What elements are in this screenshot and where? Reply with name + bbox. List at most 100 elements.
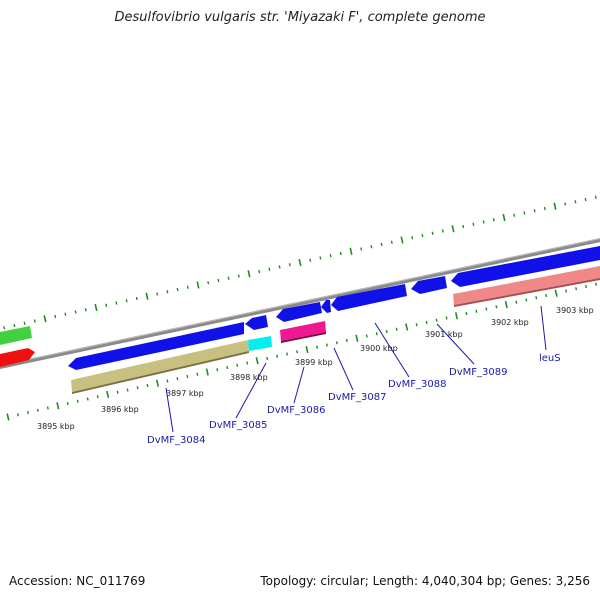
tick-label: 3897 kbp xyxy=(166,389,204,398)
tick-mark xyxy=(276,354,279,358)
feature-salmon[interactable] xyxy=(453,266,600,305)
tick-mark xyxy=(421,233,424,238)
cds-arrow[interactable] xyxy=(411,276,447,294)
gene-label-dvmf3084[interactable]: DvMF_3084 xyxy=(147,435,205,446)
tick-mark xyxy=(226,365,229,370)
tick-mark xyxy=(411,236,414,240)
tick-mark xyxy=(145,292,149,300)
gene-label-dvmf3085[interactable]: DvMF_3085 xyxy=(209,420,267,431)
tick-mark xyxy=(445,316,448,320)
tick-label: 3896 kbp xyxy=(101,405,139,414)
gene-label-dvmf3088[interactable]: DvMF_3088 xyxy=(388,379,446,390)
tick-mark xyxy=(355,334,359,342)
tick-label: 3901 kbp xyxy=(425,330,463,339)
tick-mark xyxy=(475,309,478,313)
tick-mark xyxy=(554,289,558,297)
tick-label: 3898 kbp xyxy=(230,373,268,382)
tick-mark xyxy=(553,202,557,210)
tick-mark xyxy=(482,220,485,224)
tick-mark xyxy=(258,269,261,274)
tick-mark xyxy=(305,345,309,354)
tick-mark xyxy=(205,368,209,376)
tick-mark xyxy=(76,399,79,403)
forward-strand-features xyxy=(0,246,600,370)
cds-arrow[interactable] xyxy=(451,246,600,287)
tick-mark xyxy=(146,383,149,388)
cds-arrow[interactable] xyxy=(245,315,268,330)
tick-mark xyxy=(268,267,271,271)
cds-arrow[interactable] xyxy=(68,322,244,370)
tick-mark xyxy=(255,357,259,365)
feature-olive[interactable] xyxy=(71,340,249,392)
tick-mark xyxy=(106,390,110,399)
tick-mark xyxy=(594,195,597,199)
tick-mark xyxy=(176,377,179,381)
tick-mark xyxy=(155,379,160,387)
gene-label-leus[interactable]: leuS xyxy=(539,353,561,364)
tick-mark xyxy=(543,206,546,211)
tick-mark xyxy=(156,292,159,296)
tick-label: 3895 kbp xyxy=(37,422,75,431)
cds-arrow[interactable] xyxy=(276,302,322,322)
gene-label-dvmf3086[interactable]: DvMF_3086 xyxy=(267,405,325,416)
tick-mark xyxy=(485,307,488,311)
tick-mark xyxy=(502,213,506,222)
tick-mark xyxy=(13,323,16,328)
tick-mark xyxy=(315,345,318,349)
gene-labels: DvMF_3084 DvMF_3085 DvMF_3086 DvMF_3087 … xyxy=(147,353,561,446)
tick-mark xyxy=(370,245,373,249)
gene-label-dvmf3087[interactable]: DvMF_3087 xyxy=(328,392,386,403)
kbp-tick-labels: 3895 kbp 3896 kbp 3897 kbp 3898 kbp 3899… xyxy=(37,306,594,431)
feature-red[interactable] xyxy=(0,348,35,367)
tick-mark xyxy=(504,300,508,309)
tick-mark xyxy=(136,386,139,390)
tick-mark xyxy=(545,293,548,298)
cds-arrow[interactable] xyxy=(321,300,331,313)
tick-mark xyxy=(288,263,291,267)
outer-tick-ring xyxy=(3,195,597,330)
tick-mark xyxy=(533,209,536,213)
tick-mark xyxy=(196,372,199,376)
tick-label: 3902 kbp xyxy=(491,318,529,327)
tick-mark xyxy=(360,247,363,251)
tick-mark xyxy=(564,202,567,206)
tick-mark xyxy=(43,315,47,323)
tick-mark xyxy=(525,298,528,302)
tick-mark xyxy=(125,299,128,303)
tick-mark xyxy=(16,413,19,417)
tick-mark xyxy=(584,197,587,202)
tick-mark xyxy=(325,343,328,347)
feature-green[interactable] xyxy=(0,326,32,345)
tick-mark xyxy=(246,361,249,365)
feature-cyan[interactable] xyxy=(248,336,272,351)
tick-mark xyxy=(278,265,281,269)
gene-label-dvmf3089[interactable]: DvMF_3089 xyxy=(449,367,507,378)
tick-mark xyxy=(380,242,383,247)
tick-mark xyxy=(74,310,77,314)
tick-mark xyxy=(6,413,10,421)
feature-magenta[interactable] xyxy=(280,321,326,341)
tick-mark xyxy=(115,301,118,305)
tick-mark xyxy=(126,388,129,392)
tick-mark xyxy=(176,287,179,292)
tick-label: 3899 kbp xyxy=(295,358,333,367)
tick-mark xyxy=(425,320,428,325)
cds-arrow[interactable] xyxy=(331,284,407,311)
tick-mark xyxy=(405,323,409,331)
tick-mark xyxy=(513,213,516,217)
tick-mark xyxy=(441,229,444,233)
map-title: Desulfovibrio vulgaris str. 'Miyazaki F'… xyxy=(114,10,486,25)
tick-mark xyxy=(116,390,119,394)
tick-mark xyxy=(454,312,459,320)
genome-backbone xyxy=(0,238,600,369)
tick-mark xyxy=(523,211,526,215)
tick-mark xyxy=(46,406,49,410)
tick-mark xyxy=(186,285,189,289)
tick-mark xyxy=(86,397,89,401)
tick-mark xyxy=(56,402,60,410)
tick-mark xyxy=(385,329,388,334)
tick-mark xyxy=(196,281,200,289)
tick-mark xyxy=(345,338,348,343)
tick-mark xyxy=(96,395,99,399)
